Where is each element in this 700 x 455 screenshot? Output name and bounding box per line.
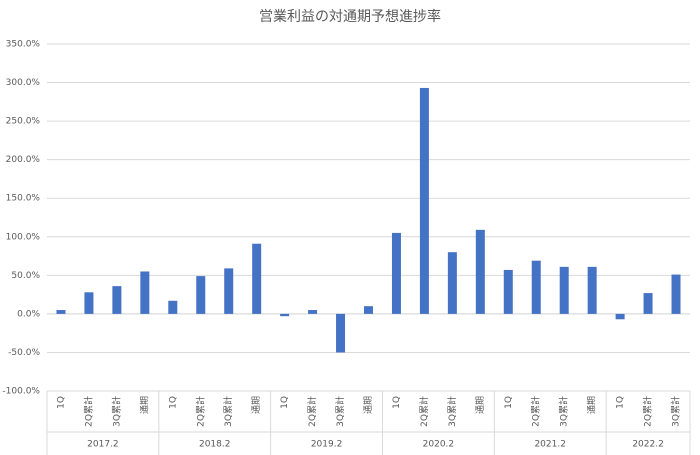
x-tick-label: 3Q累計 [446, 396, 458, 427]
x-tick-label: 通期 [587, 396, 598, 414]
bar [196, 276, 206, 314]
bar [140, 271, 150, 314]
bar [112, 286, 122, 314]
x-tick-label: 2Q累計 [530, 396, 542, 427]
group-label: 2020.2 [423, 440, 455, 450]
x-tick-label: 3Q累計 [558, 396, 570, 427]
x-tick-label: 通期 [363, 396, 374, 414]
x-tick-label: 通期 [251, 396, 262, 414]
x-tick-label: 通期 [139, 396, 150, 414]
bar [587, 266, 597, 314]
x-tick-label: 通期 [475, 396, 486, 414]
bar [168, 300, 178, 314]
x-tick-label: 3Q累計 [222, 396, 234, 427]
x-tick-label: 3Q累計 [670, 396, 682, 427]
bar [671, 274, 681, 314]
bar [447, 252, 457, 314]
bar [336, 313, 346, 353]
y-tick-label: 0.0% [17, 309, 40, 319]
x-tick-label: 2Q累計 [82, 396, 94, 427]
group-label: 2017.2 [87, 440, 119, 450]
x-tick-label: 2Q累計 [306, 396, 318, 427]
bar [615, 313, 625, 320]
bar [559, 266, 569, 314]
y-tick-label: 150.0% [6, 194, 41, 204]
group-label: 2019.2 [311, 440, 343, 450]
y-tick-label: 350.0% [6, 40, 41, 50]
x-tick-label: 1Q [168, 396, 178, 409]
bar [391, 232, 401, 314]
bar [56, 310, 66, 314]
bar [643, 293, 653, 314]
bar [503, 269, 513, 314]
x-tick-label: 2Q累計 [418, 396, 430, 427]
y-tick-label: 300.0% [6, 78, 41, 88]
x-tick-label: 1Q [616, 396, 626, 409]
bar [308, 310, 318, 314]
x-tick-label: 1Q [56, 396, 66, 409]
x-tick-label: 3Q累計 [110, 396, 122, 427]
bar [280, 313, 290, 317]
chart-title: 営業利益の対通期予想進捗率 [259, 8, 441, 25]
x-tick-label: 2Q累計 [642, 396, 654, 427]
bar [419, 87, 429, 314]
x-tick-label: 2Q累計 [194, 396, 206, 427]
x-tick-label: 1Q [280, 396, 290, 409]
bar [252, 243, 262, 314]
y-tick-label: 100.0% [6, 232, 41, 242]
group-label: 2022.2 [632, 440, 664, 450]
y-tick-label: -50.0% [8, 348, 40, 358]
group-label: 2021.2 [534, 440, 566, 450]
y-tick-label: 250.0% [6, 117, 41, 127]
x-tick-label: 3Q累計 [334, 396, 346, 427]
bar [531, 260, 541, 314]
bar [224, 268, 234, 314]
y-tick-label: 200.0% [6, 155, 41, 165]
bar [364, 306, 373, 314]
group-label: 2018.2 [199, 440, 231, 450]
x-tick-label: 1Q [392, 396, 402, 409]
y-tick-label: 50.0% [11, 271, 40, 281]
bar [475, 229, 485, 314]
y-tick-label: -100.0% [2, 387, 40, 397]
x-tick-label: 1Q [504, 396, 514, 409]
bar [84, 292, 94, 314]
